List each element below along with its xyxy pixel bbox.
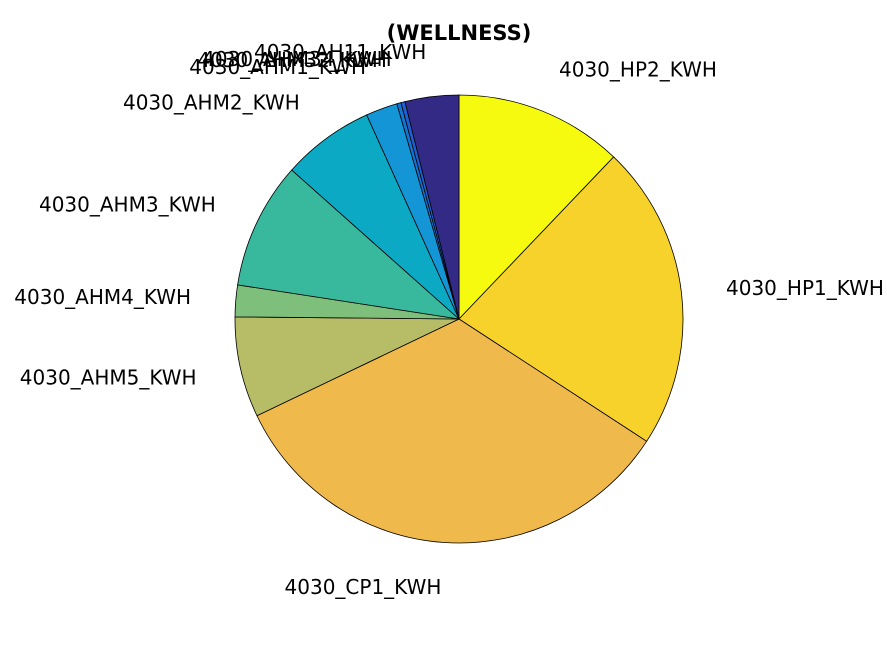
pie-label-4030-ahm32-kwh: 4030_AHM32_KWH bbox=[197, 48, 387, 72]
chart-title: (WELLNESS) bbox=[387, 21, 532, 45]
pie-labels: 4030_HP2_KWH 4030_HP1_KWH 4030_CP1_KWH 4030… bbox=[14, 40, 884, 599]
pie-slice-4030-cp1-kwh bbox=[256, 318, 648, 544]
pie-label-4030-hp2-kwh: 4030_HP2_KWH bbox=[559, 58, 717, 82]
pie-label-4030-ah11-kwh: 4030_AH11_KWH bbox=[254, 40, 426, 64]
pie-label-4030-ahm34-kwh: 4030_AHM34_KWH bbox=[202, 47, 392, 71]
pie-slice-4030-hp2-kwh bbox=[458, 94, 615, 320]
pie-label-4030-ahm1-kwh: 4030_AHM1_KWH bbox=[189, 55, 366, 79]
pie-label-4030-ahm2-kwh: 4030_AHM2_KWH bbox=[123, 90, 300, 114]
pie-slice-4030-hp1-kwh bbox=[458, 156, 684, 442]
pie-slices bbox=[234, 94, 684, 544]
pie-slice-4030-ahm3-kwh bbox=[237, 169, 461, 320]
pie-slice-4030-ah11-kwh bbox=[404, 94, 460, 320]
pie-label-4030-hp1-kwh: 4030_HP1_KWH bbox=[726, 276, 884, 300]
pie-label-4030-ahm4-kwh: 4030_AHM4_KWH bbox=[14, 285, 191, 309]
pie-label-4030-ahm3-kwh: 4030_AHM3_KWH bbox=[39, 192, 216, 216]
pie-slice-4030-ahm5-kwh bbox=[234, 316, 460, 417]
pie-label-4030-cp1-kwh: 4030_CP1_KWH bbox=[285, 575, 442, 599]
pie-label-4030-ahm5-kwh: 4030_AHM5_KWH bbox=[20, 365, 197, 389]
